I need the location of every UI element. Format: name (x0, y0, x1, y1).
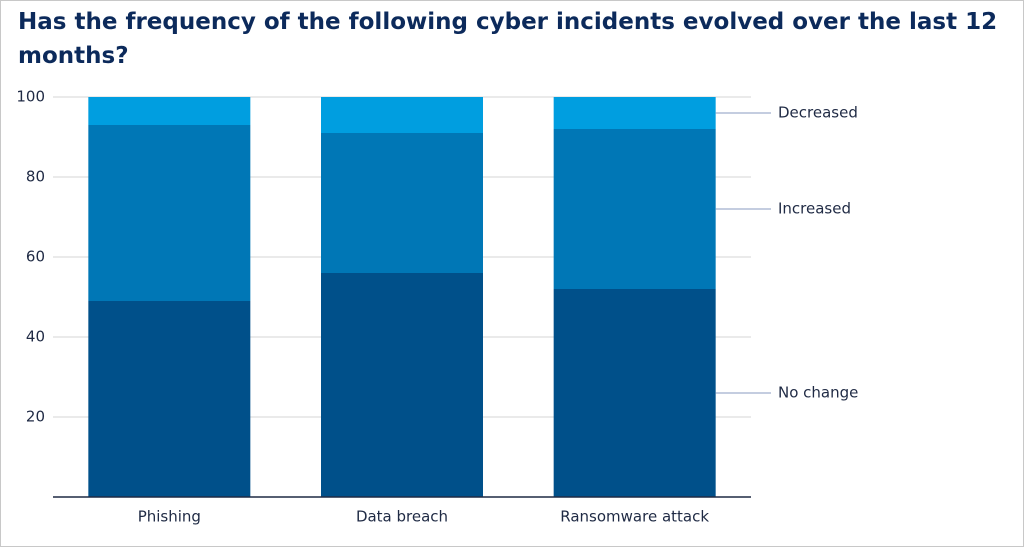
bar-segment (321, 133, 483, 273)
y-tick-label: 80 (26, 168, 45, 186)
legend-label: Decreased (778, 104, 858, 122)
x-tick-label: Phishing (138, 508, 201, 526)
bar-segment (88, 97, 251, 125)
x-tick-label: Ransomware attack (560, 508, 709, 526)
bar-segment (88, 125, 251, 301)
bar-segment (553, 97, 716, 129)
bar-segment (321, 97, 483, 133)
bar-segment (553, 289, 716, 497)
legend-label: Increased (778, 200, 851, 218)
chart-title: Has the frequency of the following cyber… (18, 9, 998, 69)
legend-label: No change (778, 384, 858, 402)
x-tick-label: Data breach (356, 508, 448, 526)
bar-segment (553, 129, 716, 289)
bar-segment (321, 273, 483, 497)
y-tick-label: 20 (26, 408, 45, 426)
bar-segment (88, 301, 251, 497)
y-tick-label: 100 (16, 88, 45, 106)
y-tick-label: 60 (26, 248, 45, 266)
y-tick-label: 40 (26, 328, 45, 346)
